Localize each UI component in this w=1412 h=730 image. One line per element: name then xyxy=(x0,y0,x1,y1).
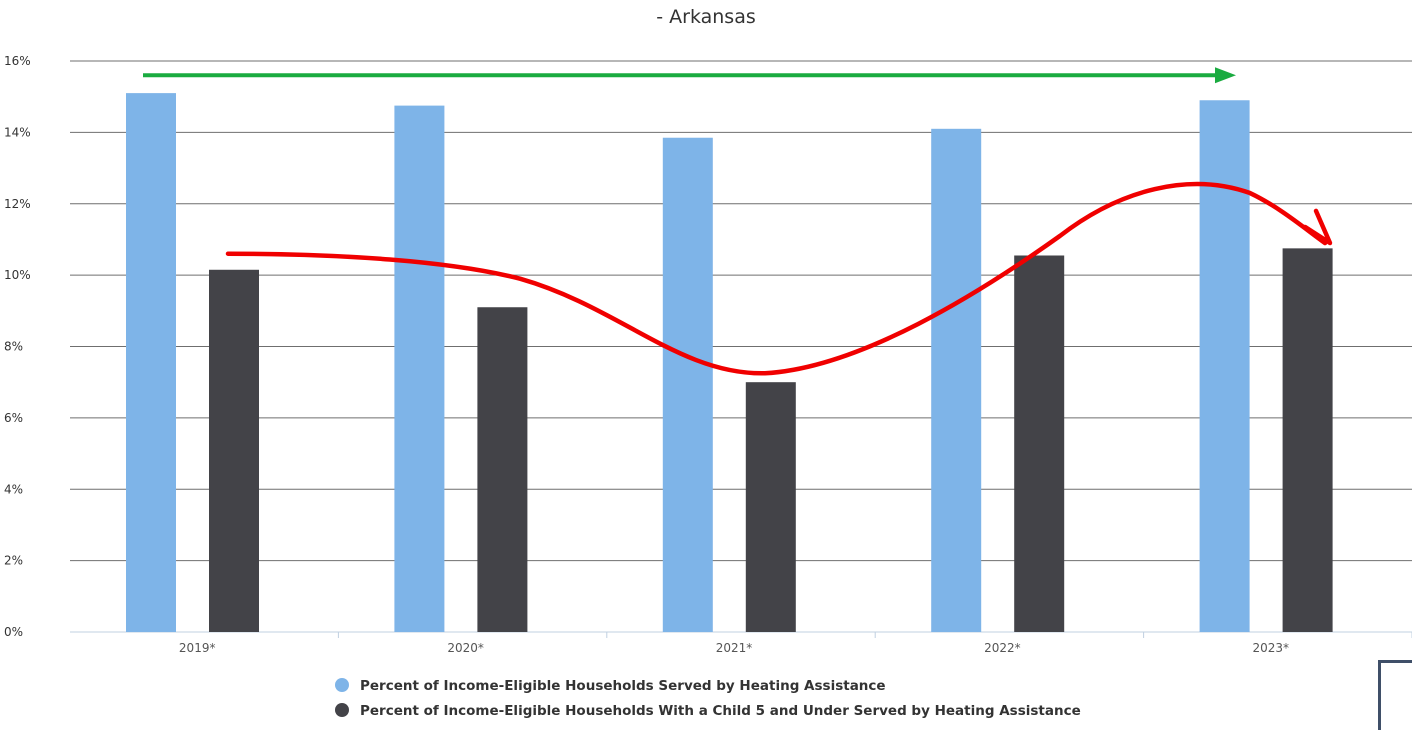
y-tick-label: 0% xyxy=(4,625,23,639)
bar-child-0[interactable] xyxy=(209,269,259,632)
x-tick-label: 2022* xyxy=(984,641,1021,655)
x-tick-label: 2019* xyxy=(179,641,216,655)
y-tick-label: 2% xyxy=(4,554,23,568)
bar-child-3[interactable] xyxy=(1014,255,1065,632)
legend-marker[interactable] xyxy=(335,703,349,717)
y-axis: 0% 2% 4% 6% 8% 10% 12% 14% 16% xyxy=(4,54,31,639)
y-tick-label: 6% xyxy=(4,411,23,425)
y-tick-label: 4% xyxy=(4,482,23,496)
bar-all-1[interactable] xyxy=(394,105,445,632)
legend-label[interactable]: Percent of Income-Eligible Households Se… xyxy=(360,678,886,694)
chart-title: - Arkansas xyxy=(656,6,756,28)
bar-child-2[interactable] xyxy=(745,382,796,632)
x-tick-label: 2023* xyxy=(1253,641,1290,655)
y-tick-label: 10% xyxy=(4,268,31,282)
x-axis: 2019* 2020* 2021* 2022* 2023* xyxy=(179,632,1412,655)
bar-all-4[interactable] xyxy=(1199,100,1250,633)
legend-label[interactable]: Percent of Income-Eligible Households Wi… xyxy=(360,703,1081,719)
red-curve-arrow xyxy=(225,181,1328,376)
y-tick-label: 14% xyxy=(4,125,31,139)
bar-all-2[interactable] xyxy=(662,137,713,632)
bar-all-0[interactable] xyxy=(126,93,176,632)
y-tick-label: 16% xyxy=(4,54,31,68)
legend[interactable]: Percent of Income-Eligible Households Se… xyxy=(335,678,1081,719)
x-tick-label: 2020* xyxy=(447,641,484,655)
red-arrowhead xyxy=(1302,208,1333,246)
bar-child-1[interactable] xyxy=(477,307,528,632)
grid xyxy=(70,60,1412,633)
annotations xyxy=(143,67,1333,376)
y-tick-label: 12% xyxy=(4,197,31,211)
bar-all-3[interactable] xyxy=(931,128,982,632)
x-tick-label: 2021* xyxy=(716,641,753,655)
corner-frame xyxy=(1378,660,1412,730)
y-tick-label: 8% xyxy=(4,340,23,354)
green-arrowhead xyxy=(1215,67,1236,84)
legend-marker[interactable] xyxy=(335,678,349,692)
bar-child-4[interactable] xyxy=(1282,248,1333,632)
bars xyxy=(126,93,1333,633)
